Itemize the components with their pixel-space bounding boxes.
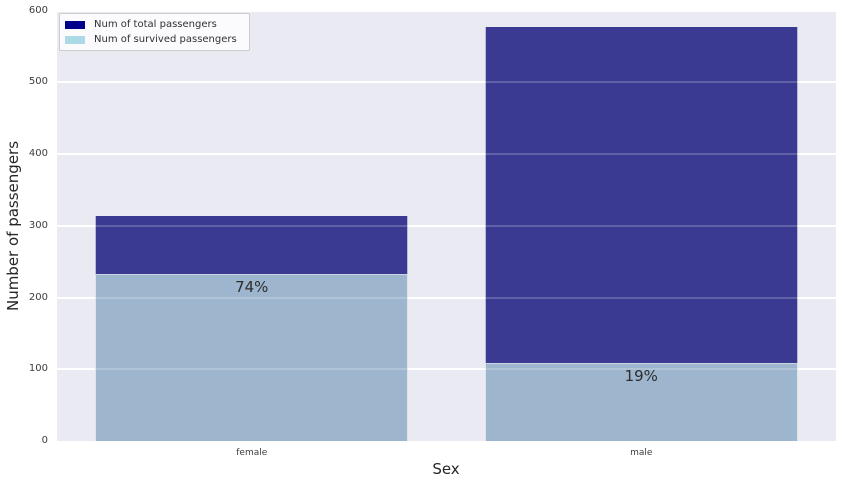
gridline-300 — [57, 224, 836, 227]
plot-area: Num of total passengers Num of survived … — [57, 10, 836, 441]
x-tick-label-male: male — [630, 448, 653, 458]
x-axis-title: Sex — [432, 460, 460, 478]
y-tick-label-400: 400 — [28, 148, 48, 160]
gridline-overlay-400 — [57, 153, 836, 156]
legend-swatch-total-icon — [65, 20, 85, 29]
gridline-100 — [57, 368, 836, 371]
legend: Num of total passengers Num of survived … — [59, 13, 250, 51]
y-tick-label-600: 600 — [28, 4, 48, 16]
y-tick-label-300: 300 — [28, 219, 48, 231]
legend-item-survived: Num of survived passengers — [65, 34, 237, 45]
gridline-400 — [57, 153, 836, 156]
legend-swatch-survived-icon — [65, 35, 85, 44]
survival-rate-label-female: 74% — [235, 277, 269, 296]
y-tick-label-200: 200 — [28, 291, 48, 303]
y-tick-label-100: 100 — [28, 363, 48, 375]
y-tick-label-500: 500 — [28, 76, 48, 88]
bar-survived-female — [95, 273, 409, 441]
bar-survived-male — [484, 362, 798, 441]
gridline-200 — [57, 296, 836, 299]
gridline-500 — [57, 81, 836, 84]
y-tick-label-0: 0 — [41, 435, 48, 446]
gridline-overlay-600 — [57, 10, 836, 12]
legend-label-total: Num of total passengers — [94, 19, 217, 30]
survival-rate-label-male: 19% — [624, 366, 658, 385]
gridline-overlay-200 — [57, 296, 836, 299]
legend-label-survived: Num of survived passengers — [94, 34, 237, 45]
gridline-overlay-500 — [57, 81, 836, 84]
gridline-overlay-300 — [57, 224, 836, 227]
gridline-600 — [57, 10, 836, 12]
legend-item-total: Num of total passengers — [65, 19, 237, 30]
gridline-overlay-100 — [57, 368, 836, 371]
x-tick-label-female: female — [236, 448, 268, 458]
